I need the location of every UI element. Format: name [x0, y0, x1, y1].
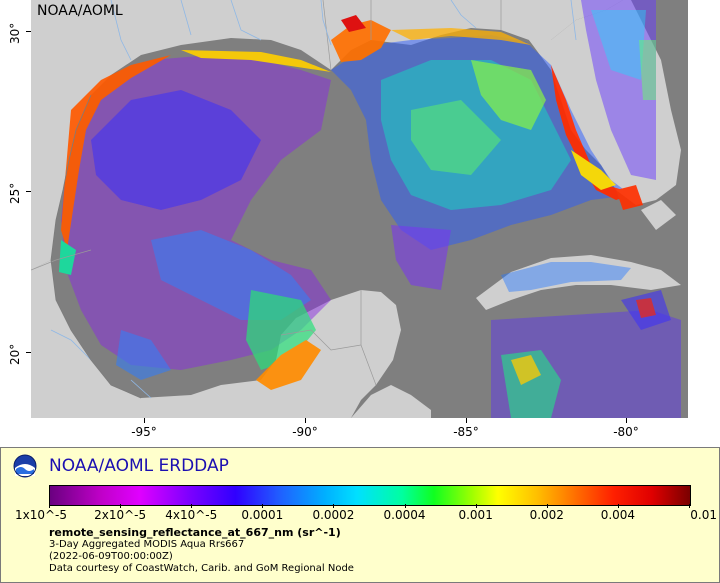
x-tick-90: -90° — [292, 425, 318, 439]
colorbar-tick-label: 0.002 — [529, 508, 564, 522]
colorbar-tick-mark — [120, 504, 122, 508]
reflectance-data — [59, 0, 681, 418]
coastline — [50, 94, 142, 399]
legend-title: NOAA/AOML ERDDAP — [49, 456, 229, 476]
noaa-logo-icon — [13, 454, 37, 478]
colorbar-tick-label: 0.0001 — [241, 508, 284, 522]
political-borders — [31, 0, 502, 386]
colorbar-tick-label: 0.01 — [690, 508, 717, 522]
x-tick-mark-80 — [626, 418, 627, 423]
us-land — [31, 0, 688, 270]
y-tick-mark-25 — [26, 191, 31, 192]
colorbar-tick-label: 0.0002 — [312, 508, 355, 522]
bahamas-land — [641, 200, 676, 230]
y-tick-30: 30° — [8, 22, 22, 44]
colorbar-tick-label: 0.001 — [458, 508, 493, 522]
x-tick-mark-85 — [466, 418, 467, 423]
map-frame: NOAA/AOML 30° 25° 20° -95° -90° -85° -80… — [8, 0, 688, 439]
x-tick-80: -80° — [613, 425, 639, 439]
y-tick-25: 25° — [8, 182, 22, 204]
colorbar-tick-mark — [262, 504, 264, 508]
colorbar-tick-mark — [49, 504, 50, 508]
variable-name: remote_sensing_reflectance_at_667_nm (sr… — [49, 526, 341, 539]
colorbar-tick-label: 4x10^-5 — [165, 508, 218, 522]
colorbar-tick-label: 1x10^-5 — [14, 508, 68, 522]
legend-panel: NOAA/AOML ERDDAP 1x10^-5 2x10^-5 4x10^-5 0.… — [0, 447, 720, 583]
x-tick-mark-95 — [144, 418, 145, 423]
map-watermark: NOAA/AOML — [37, 3, 123, 19]
colorbar-tick-mark — [333, 504, 335, 508]
time-stamp: (2022-06-09T00:00:00Z) — [49, 551, 173, 562]
colorbar-tick-mark — [404, 504, 406, 508]
colorbar-tick-label: 2x10^-5 — [94, 508, 147, 522]
colorbar-tick-label: 0.0004 — [383, 508, 426, 522]
y-tick-20: 20° — [8, 343, 22, 365]
map-canvas — [31, 0, 688, 418]
y-tick-mark-20 — [26, 352, 31, 353]
mexico-land — [31, 260, 401, 418]
colorbar-tick-mark — [191, 504, 193, 508]
x-tick-85: -85° — [453, 425, 479, 439]
y-tick-mark-30 — [26, 31, 31, 32]
x-tick-mark-90 — [305, 418, 306, 423]
data-credit: Data courtesy of CoastWatch, Carib. and … — [49, 563, 354, 574]
colorbar-tick-mark — [475, 504, 477, 508]
x-tick-95: -95° — [131, 425, 157, 439]
colorbar-tick-mark — [617, 504, 619, 508]
cuba-land — [476, 255, 681, 310]
colorbar — [49, 485, 691, 506]
colorbar-tick-label: 0.004 — [600, 508, 636, 522]
colorbar-tick-mark — [689, 504, 690, 508]
colorbar-tick-mark — [546, 504, 548, 508]
central-america-land — [351, 385, 431, 418]
rivers — [50, 0, 577, 399]
map-plot[interactable] — [31, 0, 688, 418]
dataset-name: 3-Day Aggregated MODIS Aqua Rrs667 — [49, 539, 245, 550]
